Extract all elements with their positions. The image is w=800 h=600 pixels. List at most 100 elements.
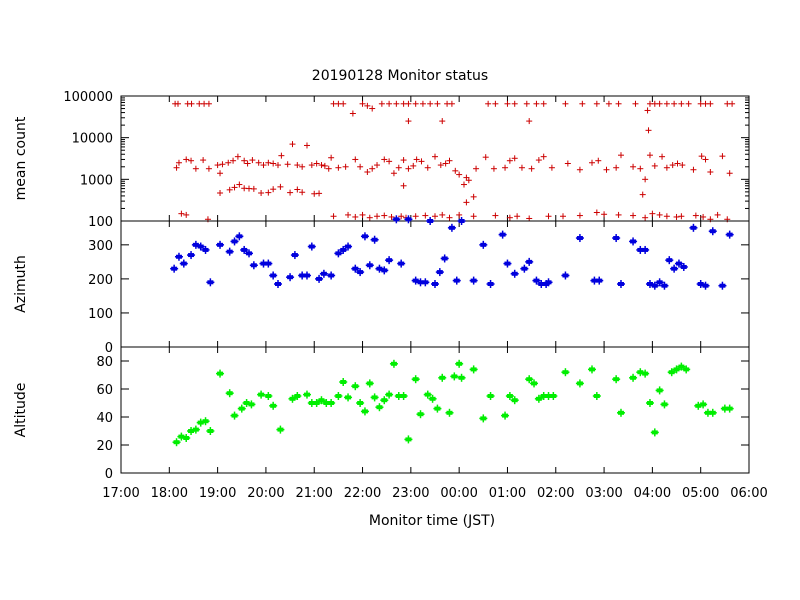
data-point xyxy=(615,211,622,218)
data-point xyxy=(359,211,366,218)
data-point xyxy=(219,161,226,168)
data-point xyxy=(617,152,624,159)
y-tick-label: 40 xyxy=(96,411,113,426)
data-point xyxy=(490,165,497,172)
data-point xyxy=(595,276,604,285)
data-point xyxy=(264,392,273,400)
x-axis: 17:00 18:00 19:00 20:00 21:00 22:00 23:00 00:00… xyxy=(102,486,767,501)
data-point xyxy=(469,276,478,285)
data-point xyxy=(360,407,369,416)
data-point xyxy=(386,100,393,107)
data-point xyxy=(528,165,535,172)
data-point xyxy=(533,100,540,107)
data-point xyxy=(294,162,301,169)
data-point xyxy=(395,164,402,171)
data-point xyxy=(452,276,461,285)
data-point xyxy=(270,186,277,193)
data-point xyxy=(340,100,347,107)
data-point xyxy=(303,142,310,149)
data-point xyxy=(548,164,555,171)
data-point xyxy=(196,242,205,251)
data-point xyxy=(374,213,381,220)
data-point xyxy=(286,273,295,282)
data-point xyxy=(442,160,449,167)
data-point xyxy=(725,230,734,239)
data-point xyxy=(455,359,464,368)
data-point xyxy=(386,158,393,165)
data-point xyxy=(465,177,472,184)
data-point xyxy=(201,417,210,426)
data-point xyxy=(418,158,425,165)
data-point xyxy=(345,211,352,218)
data-point xyxy=(206,278,215,287)
data-point xyxy=(615,100,622,107)
data-point xyxy=(423,390,432,399)
data-point xyxy=(486,280,495,288)
data-point xyxy=(385,256,394,265)
data-point xyxy=(470,193,477,200)
data-point xyxy=(432,213,438,220)
data-point xyxy=(544,278,553,287)
data-point xyxy=(510,269,519,278)
data-point xyxy=(400,182,407,189)
data-point xyxy=(463,199,470,206)
data-point xyxy=(502,164,509,171)
data-point xyxy=(334,392,343,400)
data-point xyxy=(575,379,584,388)
data-point xyxy=(511,100,518,107)
y-axis-label-azimuth: Azimuth xyxy=(13,255,29,313)
y-tick-label: 200 xyxy=(88,273,113,288)
data-point xyxy=(328,154,335,161)
data-point xyxy=(549,392,558,400)
data-point xyxy=(595,157,602,164)
data-point xyxy=(201,245,210,254)
data-point xyxy=(241,157,248,164)
data-point xyxy=(302,271,311,280)
data-point xyxy=(656,100,663,107)
data-point xyxy=(655,278,664,287)
data-point xyxy=(439,211,446,218)
y-axis-label-altitude: Altitude xyxy=(13,383,29,438)
data-point xyxy=(257,390,266,399)
data-point xyxy=(719,153,726,160)
data-point xyxy=(589,159,595,166)
data-point xyxy=(641,245,650,254)
data-point xyxy=(174,252,183,261)
data-point xyxy=(416,410,425,419)
x-tick-label: 20:00 xyxy=(247,486,284,501)
data-point xyxy=(649,210,656,217)
x-tick-label: 18:00 xyxy=(151,486,188,501)
data-point xyxy=(389,359,398,368)
data-point xyxy=(226,186,233,193)
data-point xyxy=(701,281,710,290)
data-point xyxy=(293,392,302,400)
data-point xyxy=(225,159,232,166)
data-point xyxy=(650,281,659,290)
x-tick-label: 21:00 xyxy=(295,486,332,501)
data-point xyxy=(214,162,221,169)
data-point xyxy=(446,157,453,164)
y-tick-label: 1000 xyxy=(80,173,113,188)
data-point xyxy=(381,212,388,219)
data-point xyxy=(294,186,301,193)
data-point xyxy=(479,240,488,249)
data-point xyxy=(318,162,325,169)
data-point xyxy=(274,280,282,288)
data-point xyxy=(206,427,215,435)
data-point xyxy=(642,214,649,221)
data-point xyxy=(187,251,196,260)
data-point xyxy=(308,162,315,169)
data-point xyxy=(327,271,336,280)
data-point xyxy=(673,213,680,220)
data-point xyxy=(439,118,446,125)
data-point xyxy=(514,213,521,220)
panel-mean-count: 100 1000 10000 100000 mean count xyxy=(13,90,750,230)
data-point xyxy=(205,165,212,172)
data-point xyxy=(641,369,650,378)
data-point xyxy=(725,404,734,413)
x-tick-label: 06:00 xyxy=(730,486,767,501)
data-point xyxy=(588,365,596,374)
data-point xyxy=(175,159,182,166)
data-point xyxy=(398,213,405,220)
data-point xyxy=(612,234,621,243)
